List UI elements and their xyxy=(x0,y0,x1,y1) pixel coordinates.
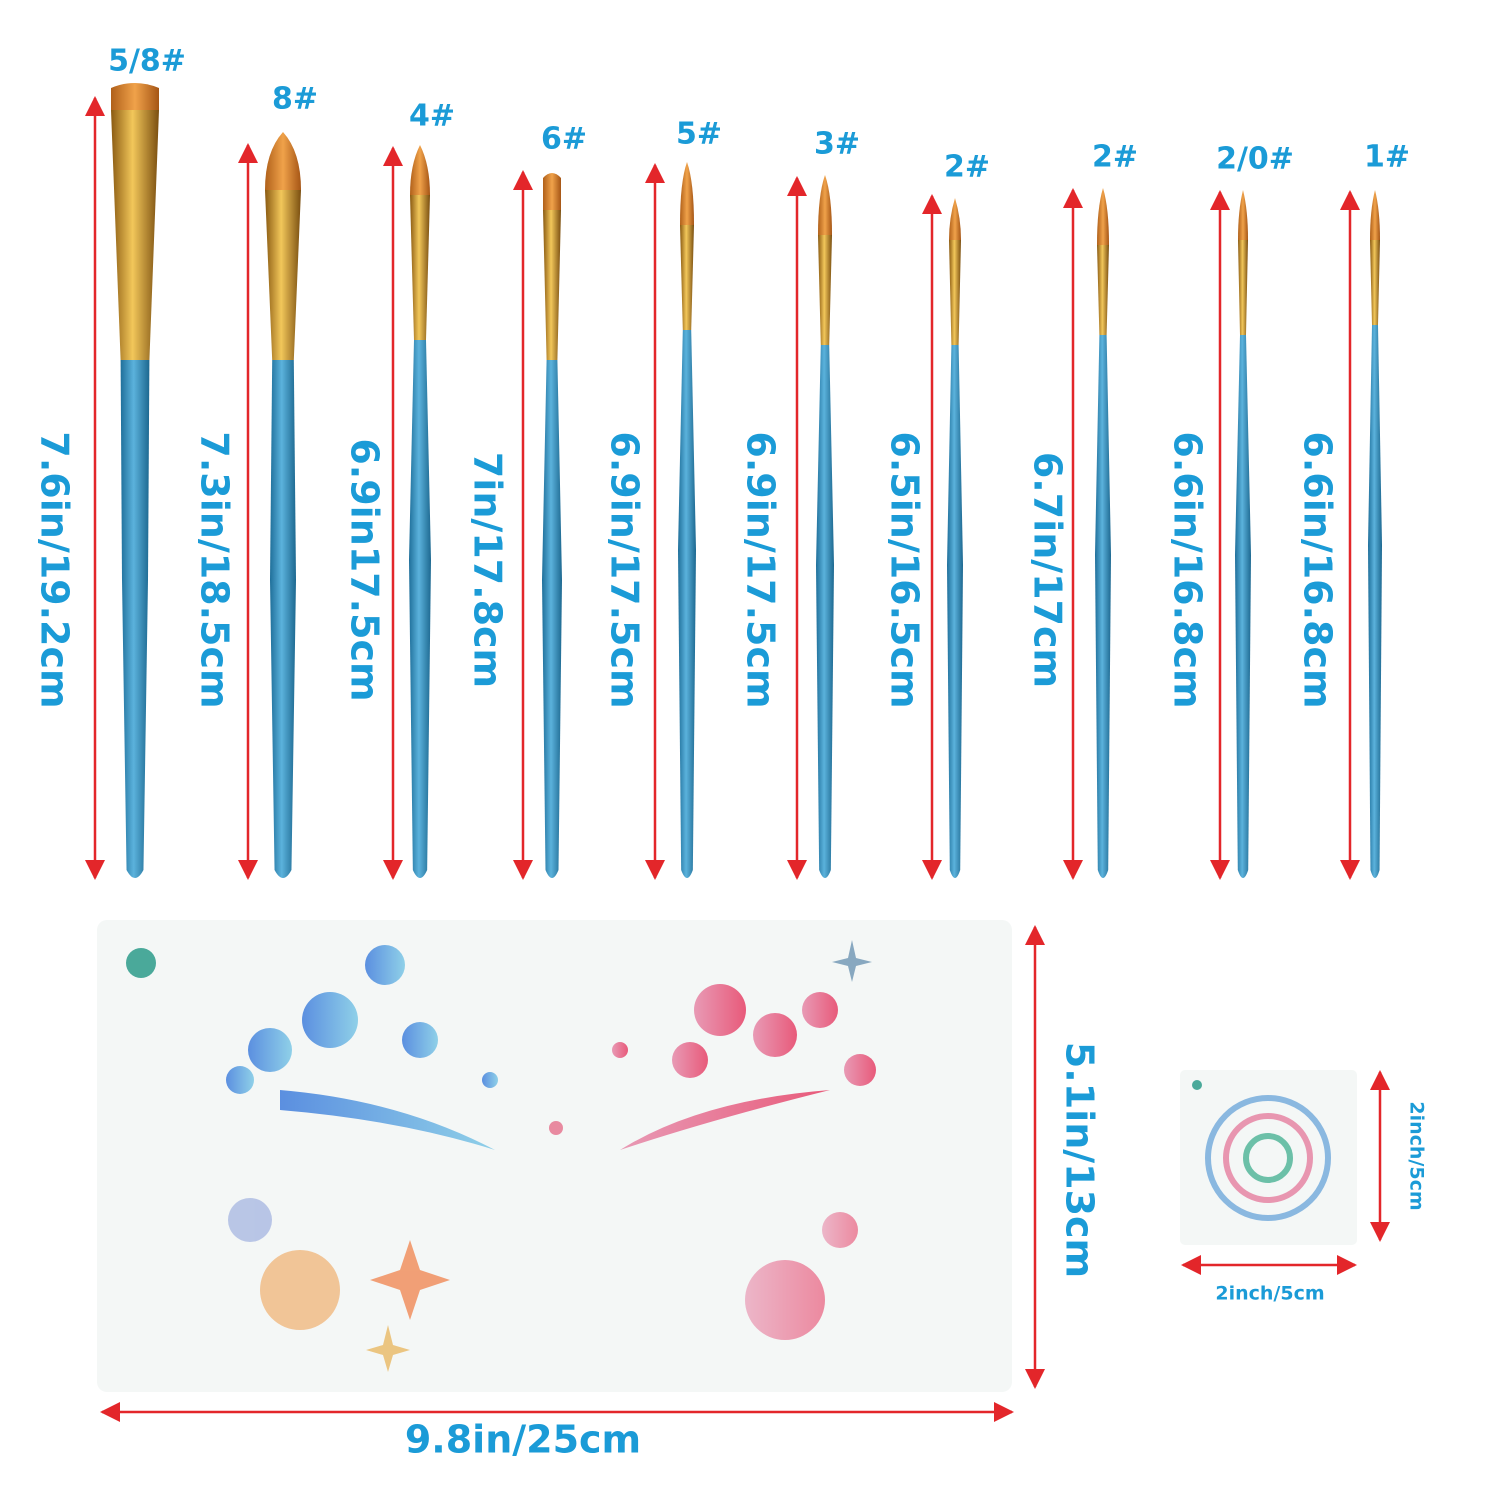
hole xyxy=(1192,1080,1202,1090)
brush-size: 2/0# xyxy=(1216,142,1294,177)
brush-length: 6.9in17.5cm xyxy=(343,438,387,701)
brush-tip xyxy=(410,145,430,195)
brush xyxy=(1235,190,1251,878)
stencil-sheet xyxy=(97,920,1012,1392)
brush xyxy=(409,145,431,878)
brush-size: 2# xyxy=(944,150,990,185)
brush-handle xyxy=(409,340,431,878)
dot xyxy=(549,1121,563,1135)
brush-ferrule xyxy=(111,110,159,360)
small-stencil xyxy=(1180,1070,1357,1245)
brush-size: 3# xyxy=(814,127,860,162)
brush xyxy=(111,83,159,878)
brush-tip xyxy=(1097,188,1109,245)
small-stencil-height: 2inch/5cm xyxy=(1406,1101,1428,1210)
brush-length: 7.3in/18.5cm xyxy=(193,431,237,708)
brush-handle xyxy=(1095,335,1111,878)
large-stencil xyxy=(97,920,1012,1392)
small-stencil-width: 2inch/5cm xyxy=(1215,1283,1324,1305)
brush-size: 6# xyxy=(541,122,587,157)
brush-length: 6.9in/17.5cm xyxy=(603,431,647,708)
stencil-width: 9.8in/25cm xyxy=(405,1418,641,1462)
brush xyxy=(816,175,834,878)
brush-length: 6.6in/16.8cm xyxy=(1296,431,1340,708)
mandala xyxy=(1205,1095,1331,1221)
brush-handle xyxy=(1368,325,1382,878)
brush-length: 7.6in/19.2cm xyxy=(33,431,77,708)
brush xyxy=(265,132,301,878)
brush-ferrule xyxy=(818,235,832,345)
brush xyxy=(1095,188,1111,878)
brush-size: 5# xyxy=(676,117,722,152)
brush xyxy=(678,162,696,878)
brush xyxy=(947,198,963,878)
brush-ferrule xyxy=(543,210,561,360)
brush-tip xyxy=(543,173,561,210)
brush xyxy=(542,173,562,878)
brush-ferrule xyxy=(680,225,694,330)
brush-length: 6.6in/16.8cm xyxy=(1166,431,1210,708)
stencil-height: 5.1in/13cm xyxy=(1058,1042,1102,1278)
brush-size: 1# xyxy=(1364,140,1410,175)
brush-handle xyxy=(947,345,963,878)
brush-ferrule xyxy=(949,240,961,345)
brush-tip xyxy=(680,162,694,225)
stencil-pattern-left xyxy=(226,945,498,1150)
brush-length: 6.7in/17cm xyxy=(1026,452,1070,688)
stencil-pattern-bottom-left xyxy=(228,1198,450,1372)
brush-handle xyxy=(678,330,696,878)
brush-handle xyxy=(120,360,150,878)
brush-length: 7in/17.8cm xyxy=(466,452,510,688)
brush-handle xyxy=(542,360,562,878)
brush-ferrule xyxy=(410,195,430,340)
brush-tip xyxy=(265,132,301,190)
hole xyxy=(126,948,156,978)
brushes: 5/8# 7.6in/19.2cm 8# 7.3in/18.5cm 4# 6.9in17.… xyxy=(33,44,1410,880)
brush-size: 8# xyxy=(272,82,318,117)
brush-ferrule xyxy=(1370,240,1380,325)
brush-handle xyxy=(270,360,296,878)
brush-length: 6.5in/16.5cm xyxy=(883,431,927,708)
brush xyxy=(1368,190,1382,878)
brush-size: 2# xyxy=(1092,140,1138,175)
stencil-pattern-right xyxy=(612,984,876,1340)
brush-ferrule xyxy=(1097,245,1109,335)
brush-size: 5/8# xyxy=(108,44,186,79)
brush-size: 4# xyxy=(409,99,455,134)
star xyxy=(832,940,872,982)
brush-ferrule xyxy=(1238,240,1248,335)
brush-tip xyxy=(1370,190,1380,240)
brush-tip xyxy=(111,83,159,110)
brush-ferrule xyxy=(265,190,301,360)
brush-length: 6.9in/17.5cm xyxy=(739,431,783,708)
brush-tip xyxy=(818,175,832,235)
brush-tip xyxy=(949,198,961,240)
brush-handle xyxy=(1235,335,1251,878)
brush-handle xyxy=(816,345,834,878)
brush-tip xyxy=(1238,190,1248,240)
